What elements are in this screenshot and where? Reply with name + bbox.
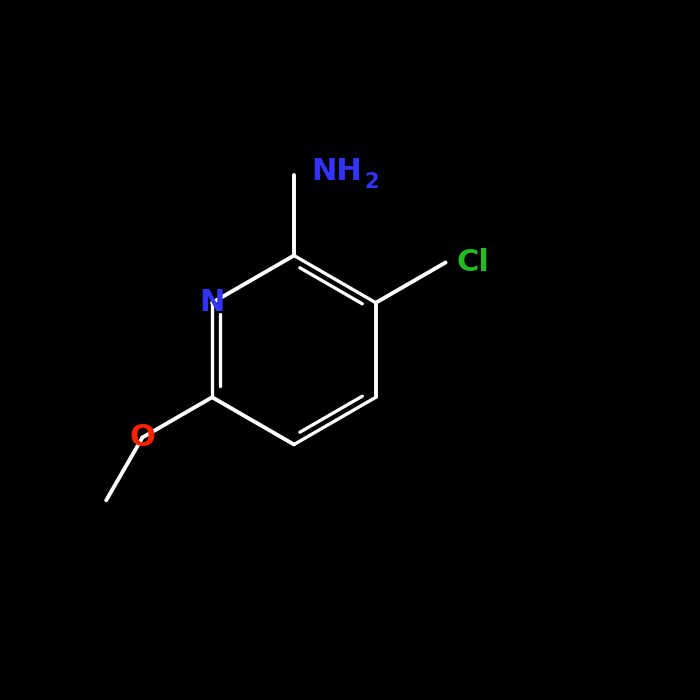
Text: 2: 2 <box>364 172 379 192</box>
Text: Cl: Cl <box>456 248 489 277</box>
Text: NH: NH <box>312 157 363 186</box>
Text: O: O <box>130 423 155 452</box>
Text: N: N <box>199 288 225 317</box>
